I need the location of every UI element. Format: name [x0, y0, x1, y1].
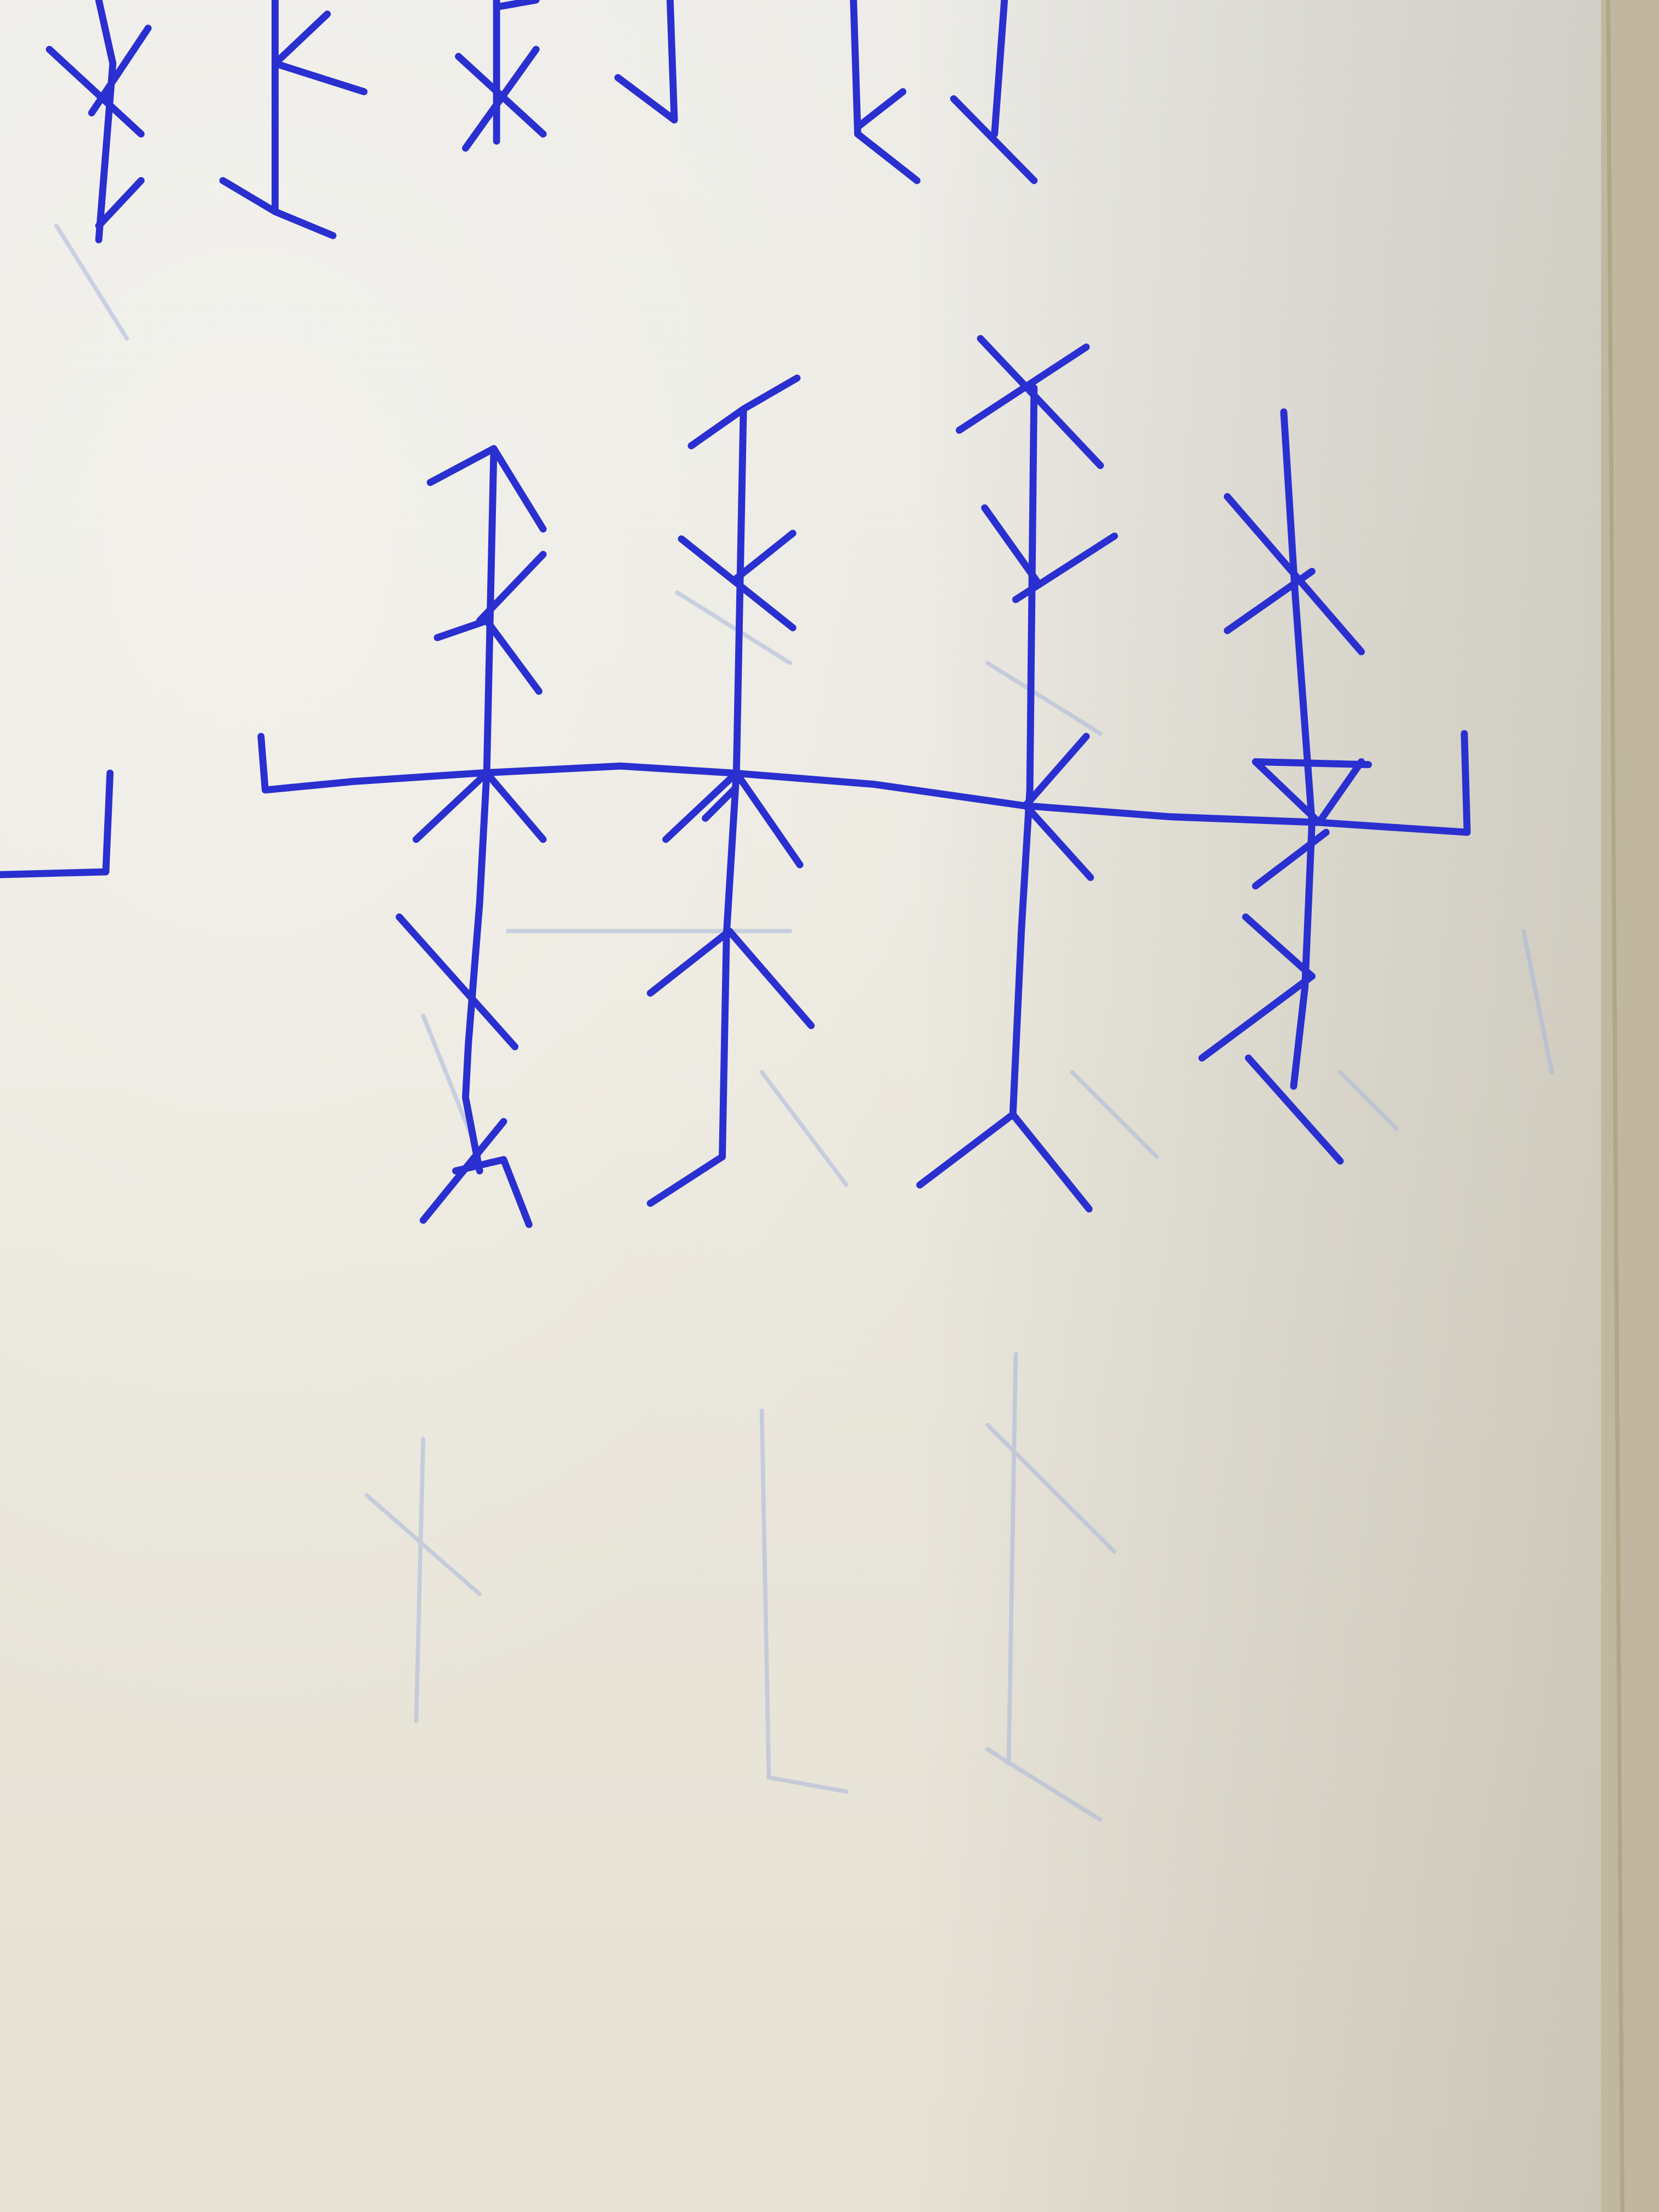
top-glyph-3 — [455, 0, 547, 152]
glyph-column-3 — [916, 335, 1118, 1213]
top-glyph-4 — [614, 0, 678, 124]
glyph-column-1 — [396, 445, 547, 1228]
top-glyph-2 — [219, 0, 368, 239]
top-glyph-5 — [850, 0, 1038, 184]
main-horizontal-line — [257, 730, 1471, 836]
top-glyph-1 — [46, 0, 152, 244]
glyph-column-2 — [647, 374, 815, 1207]
ink-glyphs — [0, 0, 1471, 1228]
ghost-show-through — [54, 223, 1554, 1822]
left-corner-mark — [0, 769, 114, 878]
glyph-column-4 — [1198, 408, 1372, 1165]
